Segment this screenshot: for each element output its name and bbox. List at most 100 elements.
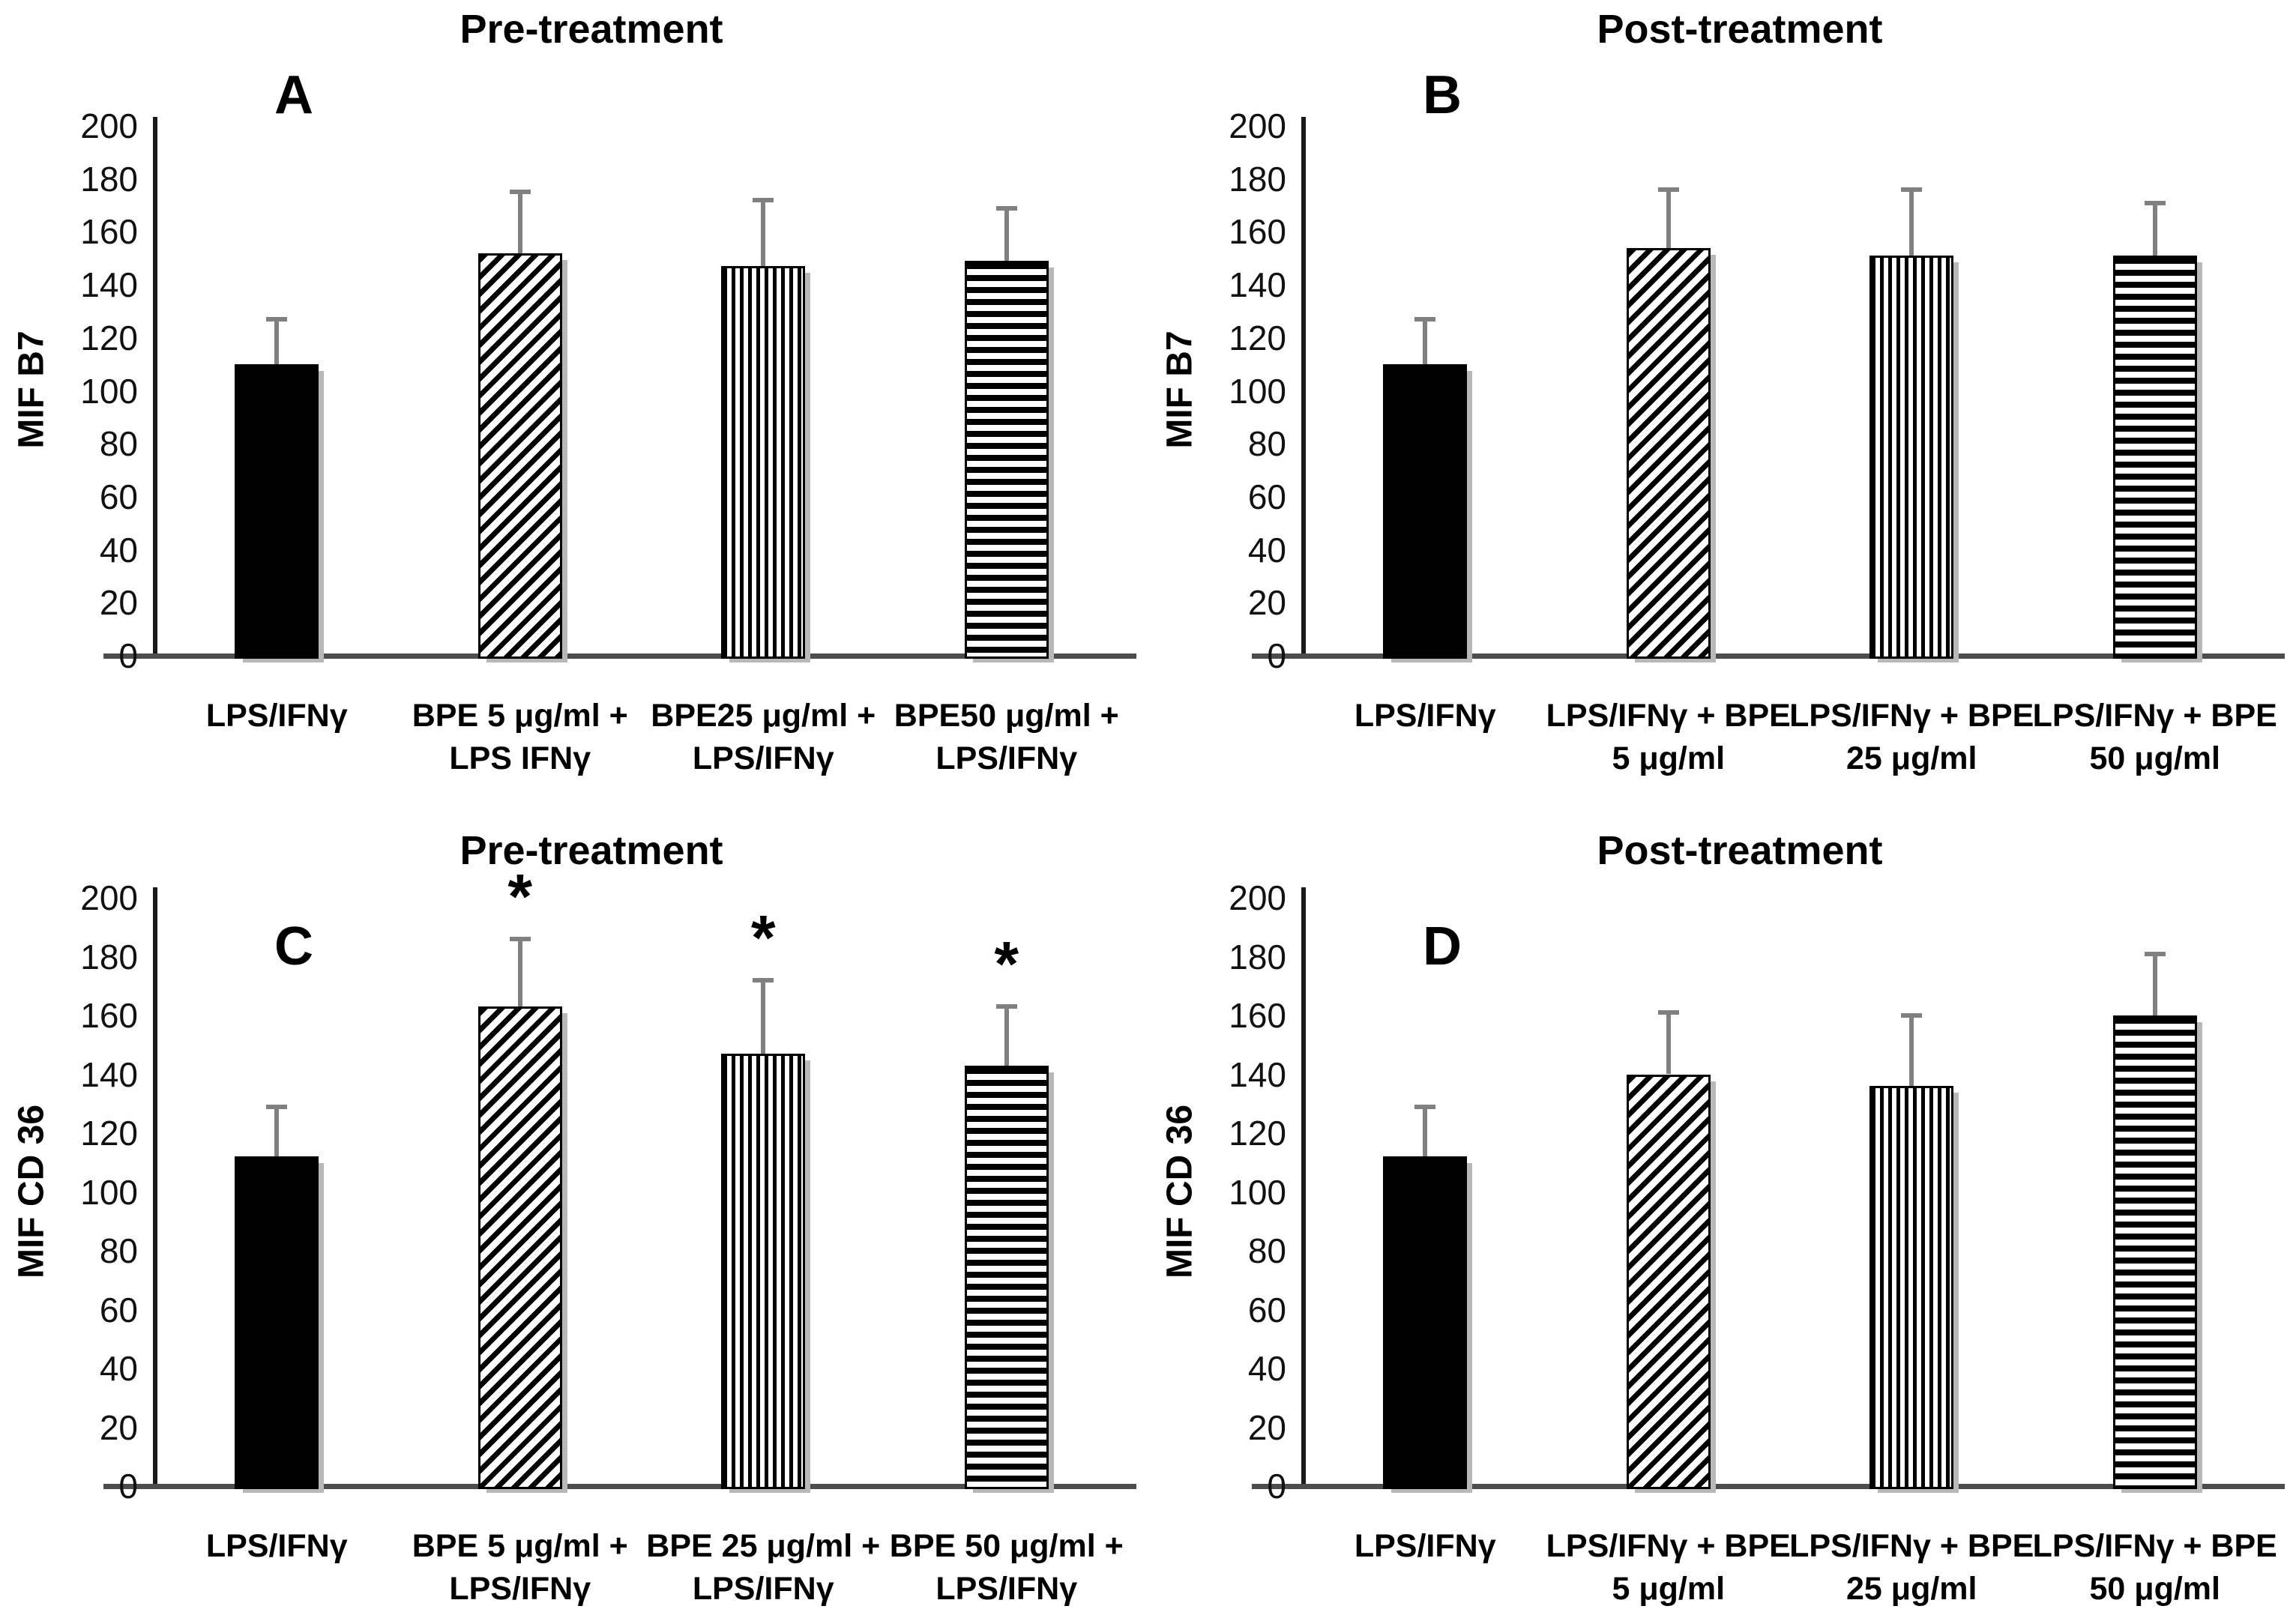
y-tick-label: 20 [1247, 583, 1286, 623]
y-tick-label: 100 [1229, 371, 1286, 411]
significance-asterisk: * [750, 902, 776, 973]
x-category-label-line: LPS/IFNγ [449, 1571, 591, 1607]
bar-horizontal-stripes [964, 261, 1049, 659]
error-bar-cap [509, 936, 531, 941]
y-tick-label: 160 [1229, 996, 1286, 1035]
y-axis-line [153, 117, 157, 658]
y-axis-line [1301, 117, 1306, 658]
x-category-label-line: BPE 5 μg/ml + [412, 1528, 628, 1564]
x-category-label-line: LPS/IFNγ [205, 1528, 348, 1564]
x-category-label: LPS/IFNγ [129, 695, 425, 737]
significance-asterisk: * [994, 929, 1019, 1000]
x-category-label-line: LPS/IFNγ [935, 740, 1078, 776]
x-category-label: LPS/IFNγ + BPE 25 μg/ml [1764, 695, 2060, 780]
y-axis-line [1301, 887, 1306, 1488]
panel-title: Pre-treatment [459, 828, 723, 873]
bar-solid-black [235, 364, 319, 659]
x-category-label: BPE 25 μg/ml + LPS/IFNγ [615, 1525, 912, 1611]
error-bar-line [761, 979, 766, 1054]
error-bar-cap [753, 197, 774, 202]
x-axis-line [103, 653, 1136, 659]
x-category-label-line: BPE50 μg/ml + [894, 698, 1119, 734]
error-bar-cap [995, 205, 1017, 211]
y-tick-label: 140 [1229, 1054, 1286, 1094]
error-bar-cap [1901, 187, 1923, 192]
y-tick-label: 40 [99, 530, 138, 570]
error-bar-line [517, 938, 522, 1007]
x-category-label-line: 50 μg/ml [2089, 740, 2220, 776]
error-bar-cap [1901, 1013, 1923, 1018]
panel-letter: B [1423, 65, 1462, 125]
y-tick-label: 60 [99, 1290, 138, 1329]
x-category-label: LPS/IFNγ [129, 1525, 425, 1568]
y-tick-label: 200 [1229, 106, 1286, 145]
x-category-label-line: 5 μg/ml [1612, 740, 1726, 776]
bar-horizontal-stripes [2112, 1015, 2197, 1489]
x-category-label-line: BPE 5 μg/ml + [412, 698, 628, 734]
y-tick-label: 60 [99, 477, 138, 516]
y-tick-label: 100 [1229, 1172, 1286, 1212]
y-tick-label: 100 [80, 371, 138, 411]
y-tick-label: 80 [99, 1231, 138, 1270]
panel-letter: A [274, 65, 313, 125]
bar-vertical-stripes [721, 266, 806, 659]
x-category-label-line: LPS/IFNγ + BPE [1789, 698, 2034, 734]
x-category-label-line: LPS/IFNγ + BPE [2032, 698, 2277, 734]
y-tick-label: 140 [80, 1054, 138, 1094]
y-tick-label: 180 [80, 937, 138, 976]
panel-a-mif-b7-pretreatment: Pre-treatment A MIF B7 0 20 40 60 80 100 120 14… [0, 0, 1148, 807]
error-bar-line [1423, 319, 1428, 365]
x-category-label-line: BPE 50 μg/ml + [889, 1528, 1124, 1564]
bar-solid-black [235, 1156, 319, 1489]
error-bar-cap [509, 190, 531, 195]
y-tick-label: 80 [1247, 1231, 1286, 1270]
y-tick-label: 0 [118, 636, 138, 675]
x-category-label: LPS/IFNγ + BPE 5 μg/ml [1521, 695, 1817, 780]
y-tick-label: 40 [1247, 1349, 1286, 1388]
y-tick-label: 40 [1247, 530, 1286, 570]
y-axis-line [153, 887, 157, 1488]
error-bar-line [1909, 1015, 1914, 1087]
x-category-label-line: LPS/IFNγ [692, 740, 834, 776]
panel-title: Post-treatment [1597, 828, 1883, 873]
x-category-label: LPS/IFNγ + BPE 50 μg/ml [2007, 1525, 2296, 1611]
panel-title: Pre-treatment [459, 7, 723, 52]
error-bar-line [274, 1106, 280, 1157]
x-category-label-line: LPS/IFNγ + BPE [1546, 698, 1791, 734]
panel-d-mif-cd36-posttreatment: Post-treatment D MIF CD 36 0 20 40 60 80 100 1… [1148, 808, 2296, 1615]
error-bar-line [517, 192, 522, 253]
y-tick-label: 20 [1247, 1407, 1286, 1447]
bar-vertical-stripes [1869, 256, 1954, 659]
y-tick-label: 200 [80, 106, 138, 145]
x-axis-line [1252, 653, 2285, 659]
x-category-label-line: 5 μg/ml [1612, 1571, 1726, 1607]
plot-area: 0 20 40 60 80 100 120 140 160 180 200 LPS/IFNγ * BPE … [0, 808, 1148, 1615]
y-tick-label: 60 [1247, 1290, 1286, 1329]
error-bar-line [1004, 1006, 1009, 1066]
error-bar-line [761, 199, 766, 267]
error-bar-cap [995, 1004, 1017, 1009]
plot-area: 0 20 40 60 80 100 120 140 160 180 200 LPS/IFNγ BPE 5… [0, 0, 1148, 807]
error-bar-cap [266, 1104, 288, 1109]
significance-asterisk: * [507, 860, 533, 932]
y-tick-label: 180 [1229, 937, 1286, 976]
y-tick-label: 80 [1247, 424, 1286, 464]
y-tick-label: 100 [80, 1172, 138, 1212]
y-tick-label: 160 [80, 996, 138, 1035]
y-tick-label: 20 [99, 1407, 138, 1447]
panel-title: Post-treatment [1597, 7, 1883, 52]
error-bar-cap [753, 977, 774, 982]
error-bar-line [1423, 1106, 1428, 1157]
y-tick-label: 140 [1229, 265, 1286, 305]
error-bar-cap [1657, 1010, 1679, 1015]
plot-area: 0 20 40 60 80 100 120 140 160 180 200 LPS/IFNγ LPS/I… [1148, 808, 2296, 1615]
error-bar-line [1004, 208, 1009, 262]
x-category-label-line: LPS/IFNγ [1354, 1528, 1496, 1564]
y-tick-label: 200 [1229, 878, 1286, 917]
x-category-label-line: LPS/IFNγ [205, 698, 348, 734]
y-tick-label: 120 [80, 1114, 138, 1153]
panel-letter: D [1423, 917, 1462, 976]
bar-solid-black [1383, 1156, 1468, 1489]
x-category-label-line: BPE25 μg/ml + [651, 698, 876, 734]
